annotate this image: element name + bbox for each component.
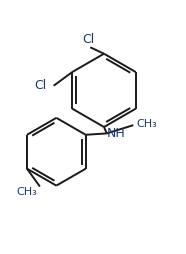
Text: Cl: Cl — [34, 79, 46, 92]
Text: CH₃: CH₃ — [136, 119, 157, 129]
Text: CH₃: CH₃ — [16, 187, 37, 197]
Text: Cl: Cl — [82, 33, 94, 46]
Text: NH: NH — [106, 127, 125, 140]
